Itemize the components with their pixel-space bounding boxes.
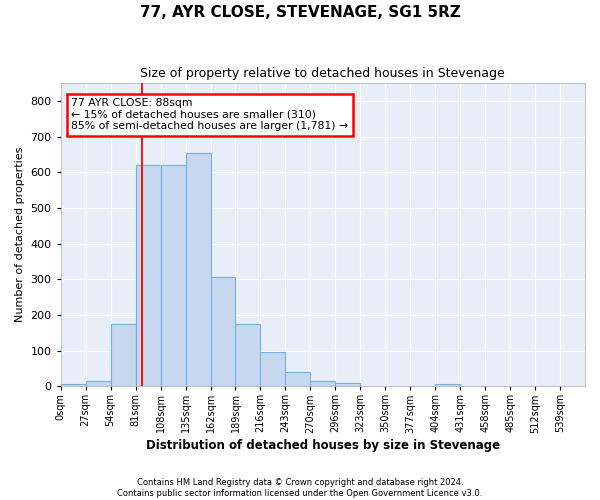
Bar: [110, 324, 136, 386]
X-axis label: Distribution of detached houses by size in Stevenage: Distribution of detached houses by size …: [146, 440, 500, 452]
Bar: [335, 382, 361, 386]
Bar: [86, 381, 110, 386]
Text: Contains HM Land Registry data © Crown copyright and database right 2024.
Contai: Contains HM Land Registry data © Crown c…: [118, 478, 482, 498]
Text: 77, AYR CLOSE, STEVENAGE, SG1 5RZ: 77, AYR CLOSE, STEVENAGE, SG1 5RZ: [140, 5, 460, 20]
Bar: [185, 152, 211, 386]
Y-axis label: Number of detached properties: Number of detached properties: [15, 147, 25, 322]
Title: Size of property relative to detached houses in Stevenage: Size of property relative to detached ho…: [140, 68, 505, 80]
Bar: [211, 278, 235, 386]
Bar: [235, 324, 260, 386]
Bar: [61, 384, 86, 386]
Bar: [161, 165, 185, 386]
Bar: [435, 384, 460, 386]
Bar: [260, 352, 286, 386]
Bar: [286, 372, 310, 386]
Text: 77 AYR CLOSE: 88sqm
← 15% of detached houses are smaller (310)
85% of semi-detac: 77 AYR CLOSE: 88sqm ← 15% of detached ho…: [71, 98, 349, 132]
Bar: [310, 381, 335, 386]
Bar: [136, 165, 161, 386]
